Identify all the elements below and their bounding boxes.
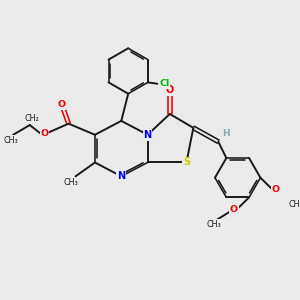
Text: O: O [166, 85, 174, 95]
Text: N: N [117, 171, 125, 181]
Text: O: O [230, 205, 238, 214]
Text: O: O [272, 185, 280, 194]
Text: CH₃: CH₃ [63, 178, 78, 187]
Text: O: O [40, 129, 49, 138]
Text: CH₃: CH₃ [4, 136, 18, 145]
Text: O: O [58, 100, 66, 109]
Text: S: S [183, 158, 190, 167]
Text: CH₂: CH₂ [25, 115, 39, 124]
Text: N: N [143, 130, 152, 140]
Text: CH₃: CH₃ [206, 220, 221, 229]
Text: Cl: Cl [159, 79, 170, 88]
Text: H: H [222, 129, 230, 138]
Text: CH₃: CH₃ [288, 200, 300, 209]
